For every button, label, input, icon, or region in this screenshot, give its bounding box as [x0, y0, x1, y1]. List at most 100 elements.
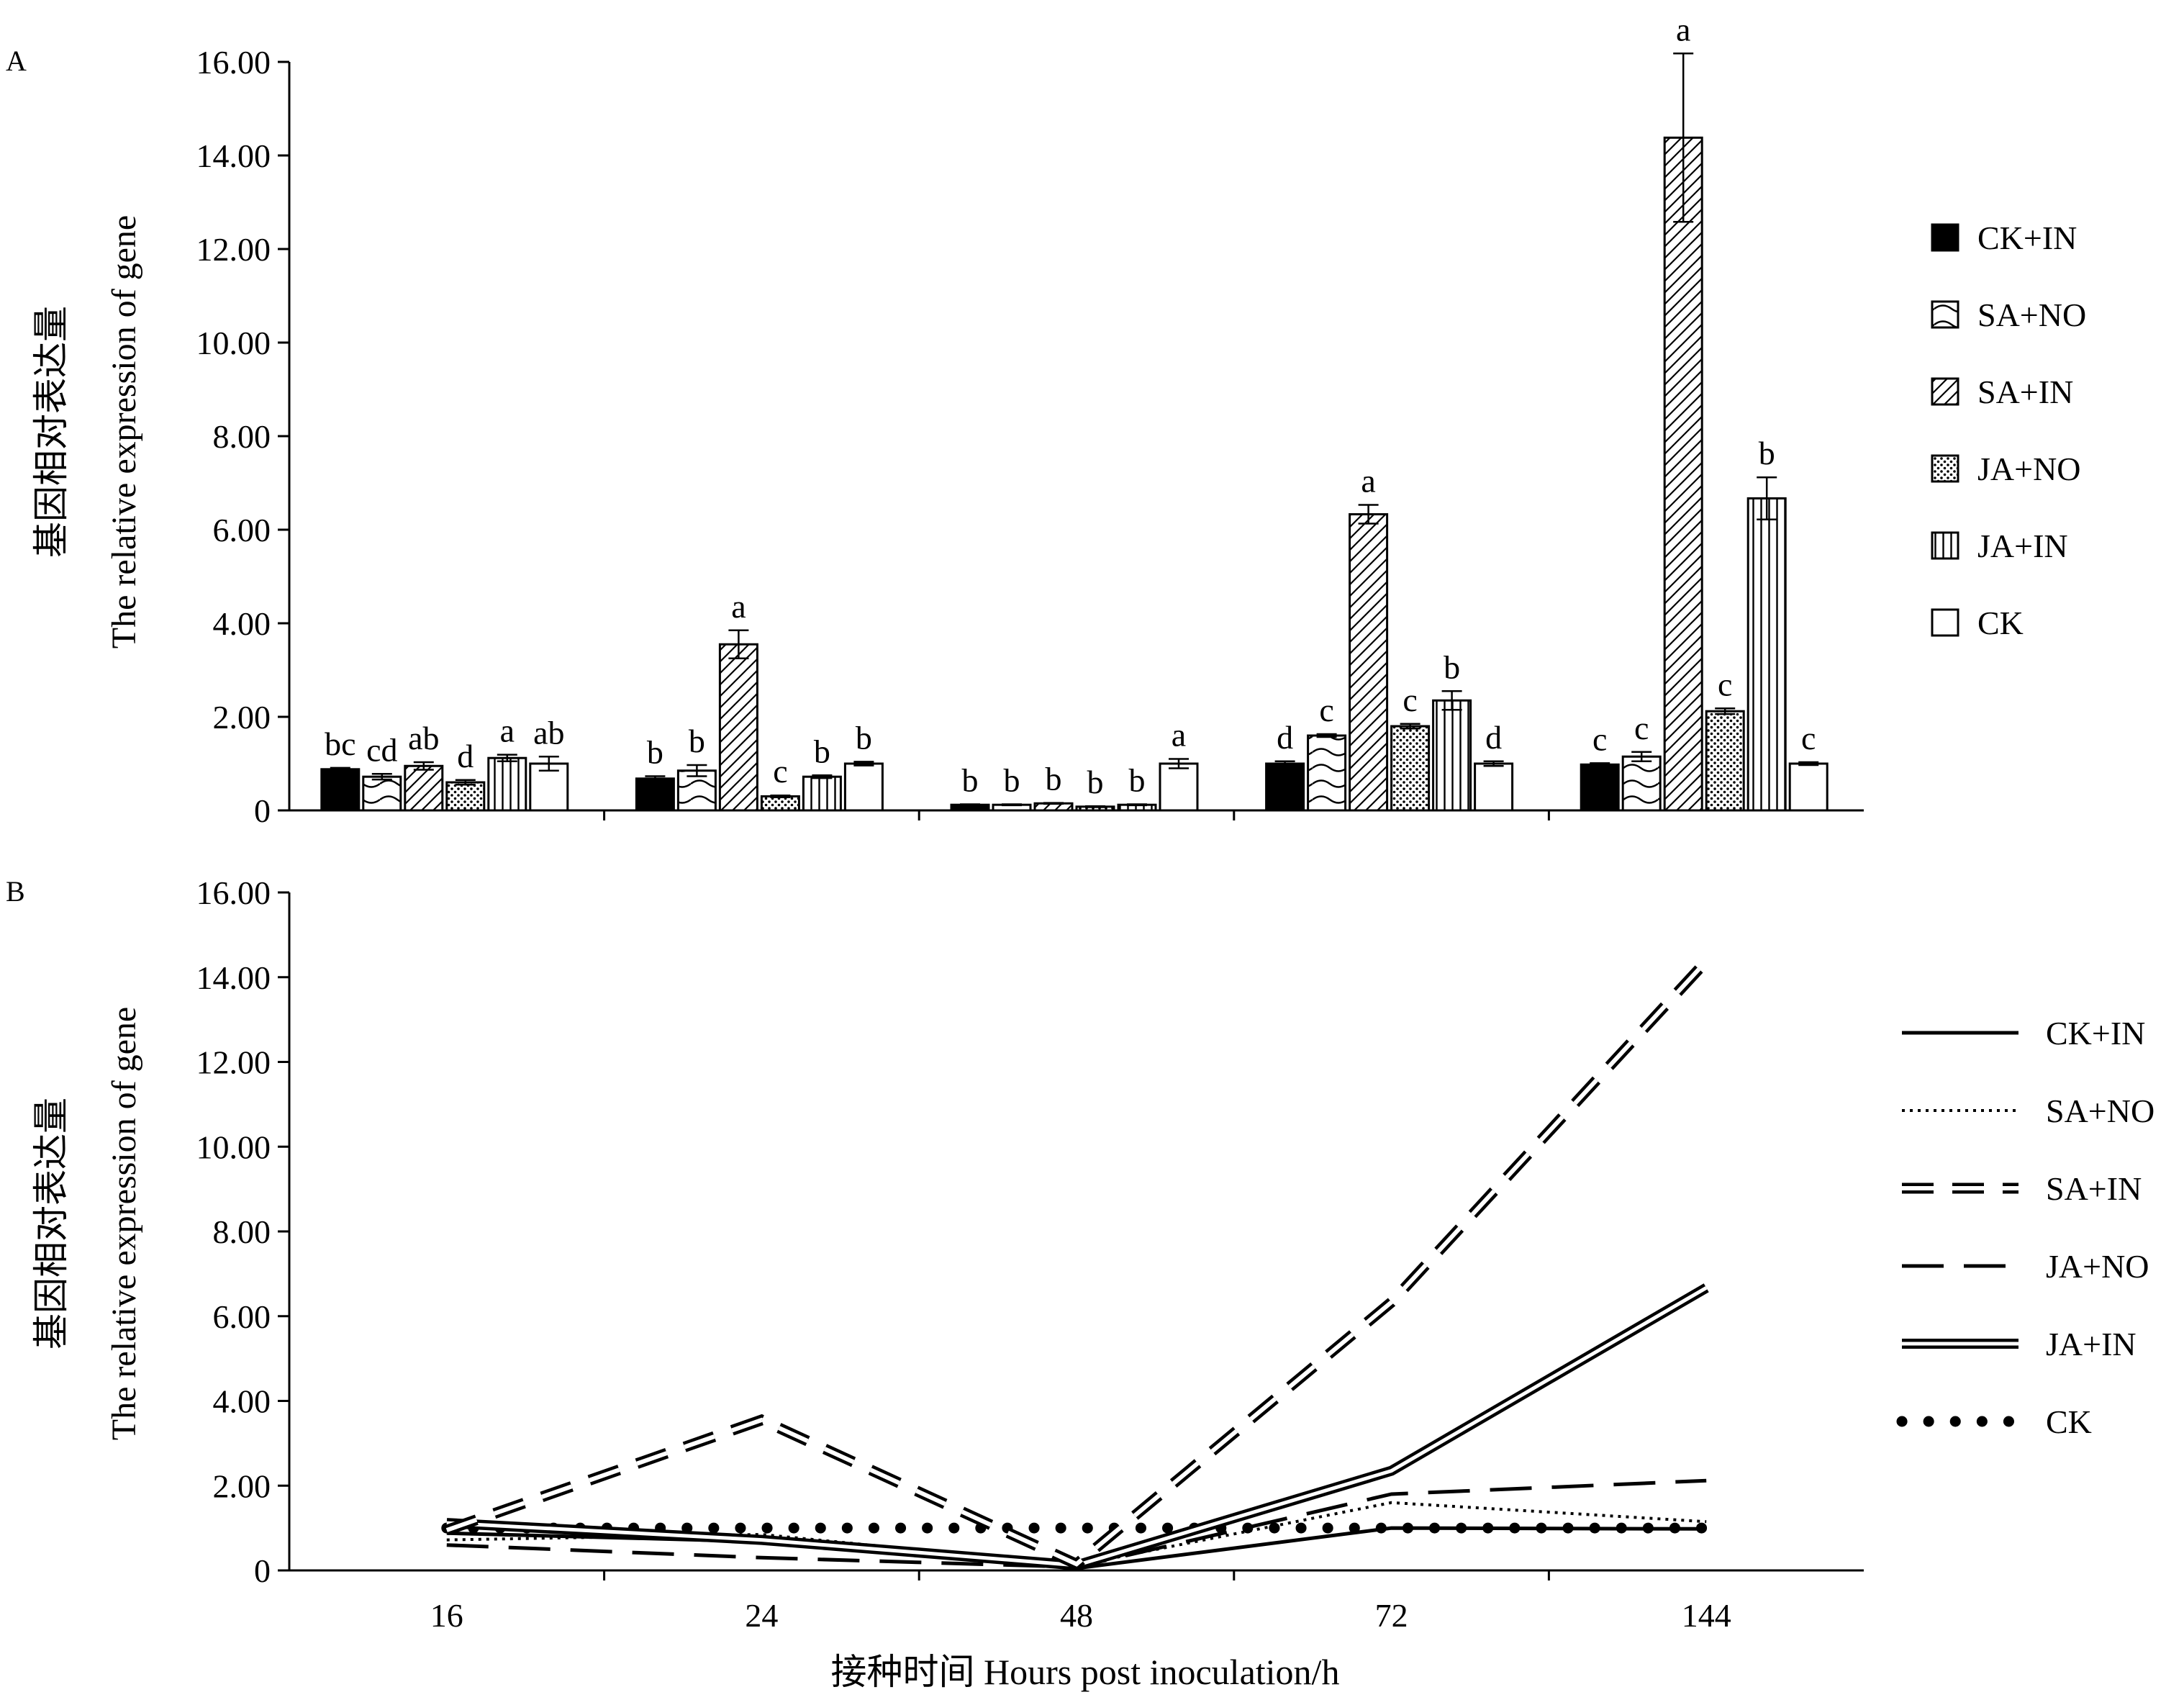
series-line [445, 957, 1711, 1570]
legend-label: CK+IN [2046, 1015, 2145, 1052]
line-chart-xlabel: 接种时间 Hours post inoculation/h [831, 1652, 1340, 1692]
line-chart-legend: CK+IN SA+NO SA+IN JA+NO JA+IN CK [1896, 1015, 2154, 1440]
line-chart-x-tick-label: 48 [1060, 1597, 1093, 1634]
significance-letter: b [1444, 648, 1460, 685]
line-chart-ylabel-en: The relative expression of gene [105, 1007, 143, 1440]
significance-letter: b [1046, 761, 1062, 797]
line-chart-y-tick-label: 8.00 [213, 1213, 271, 1250]
legend-swatch [1931, 223, 1959, 252]
bar [635, 777, 675, 812]
legend-label: JA+NO [2046, 1248, 2149, 1285]
bar [760, 795, 800, 812]
legend-label: JA+IN [1977, 528, 2068, 564]
significance-letter: cd [366, 731, 397, 768]
line-chart-lines [441, 957, 1712, 1570]
legend-label: SA+NO [1977, 297, 2086, 333]
bar [487, 756, 527, 812]
bar-chart-ylabel-en: The relative expression of gene [105, 215, 143, 648]
bar [1621, 755, 1662, 812]
bar [1580, 763, 1620, 812]
bar [1349, 513, 1389, 812]
line-chart-y-tick-label: 12.00 [196, 1044, 271, 1081]
bar [1390, 725, 1431, 812]
significance-letter: ab [408, 720, 439, 756]
significance-letter: c [1718, 666, 1732, 702]
legend-label: JA+IN [2046, 1326, 2137, 1362]
bar [718, 643, 758, 812]
bar [1307, 734, 1347, 812]
bar [362, 775, 402, 812]
significance-letter: b [814, 733, 830, 769]
line-chart-y-tick-label: 4.00 [213, 1383, 271, 1420]
significance-letter: b [647, 734, 663, 771]
legend-label: SA+NO [2046, 1093, 2154, 1129]
bar [1663, 136, 1703, 812]
significance-letter: b [689, 723, 705, 759]
significance-letter: c [1592, 720, 1607, 757]
line-chart-panel-b: 0 2.00 4.00 6.00 8.00 10.00 12.00 14.00 16.00 16… [31, 874, 2154, 1692]
bar [445, 781, 486, 812]
legend-label: CK [1977, 605, 2024, 641]
bar [1705, 710, 1745, 812]
bar [843, 762, 884, 812]
significance-letter: b [856, 719, 872, 756]
significance-letter: c [1801, 720, 1816, 756]
line-chart-x-ticks: 16 24 48 72 144 [430, 1597, 1731, 1634]
significance-letter: b [1129, 762, 1146, 799]
bar [1432, 699, 1472, 812]
bar-chart-y-tick-label: 4.00 [213, 605, 271, 642]
legend-swatch [1931, 377, 1959, 406]
significance-letter: b [962, 762, 979, 799]
bar-chart-legend: CK+IN SA+NO SA+IN JA+NO JA+IN CK [1931, 220, 2086, 641]
line-chart-x-tick-label: 16 [430, 1597, 463, 1634]
bar-chart-y-tick-label: 6.00 [213, 512, 271, 548]
significance-letter: c [1634, 710, 1649, 746]
significance-letter: c [1319, 692, 1333, 728]
legend-label: JA+NO [1977, 451, 2081, 487]
significance-letter: a [731, 588, 746, 625]
line-chart-axes [288, 892, 1864, 1580]
legend-swatch [1931, 454, 1959, 483]
significance-letter: b [1004, 762, 1020, 799]
bar-chart-ylabel-cn: 基因相对表达量 [31, 306, 71, 558]
bar-chart-y-tick-label: 16.00 [196, 44, 271, 81]
bar [320, 768, 361, 812]
bar-chart-y-tick-label: 10.00 [196, 325, 271, 361]
line-chart-x-tick-label: 144 [1682, 1597, 1731, 1634]
bar [1265, 762, 1305, 812]
line-path-inner [445, 959, 1708, 1567]
bar [1159, 762, 1199, 812]
bar [802, 775, 842, 812]
line-chart-ylabel-cn: 基因相对表达量 [31, 1098, 71, 1349]
line-path [445, 957, 1711, 1570]
significance-letter: bc [325, 725, 355, 762]
bar [1474, 762, 1514, 812]
line-chart-x-tick-label: 72 [1375, 1597, 1408, 1634]
bar-chart-axes [288, 62, 1864, 820]
line-chart-y-tick-label: 14.00 [196, 959, 271, 996]
panel-label-b: B [6, 875, 25, 908]
bar-chart-y-tick-label: 12.00 [196, 231, 271, 268]
bar-chart-y-tick-label: 0 [254, 792, 271, 829]
significance-letter: a [500, 713, 515, 749]
panel-label-a: A [6, 45, 27, 77]
line-chart-x-tick-label: 24 [745, 1597, 778, 1634]
significance-letter: c [773, 753, 787, 790]
significance-letter: a [1361, 463, 1375, 499]
significance-letter: d [1277, 719, 1293, 756]
significance-letter: d [1485, 719, 1502, 756]
significance-letter: d [457, 738, 473, 774]
legend-swatch [1931, 300, 1959, 329]
line-chart-y-ticks: 0 2.00 4.00 6.00 8.00 10.00 12.00 14.00 16.00 [196, 874, 289, 1589]
bar-chart-y-tick-label: 2.00 [213, 699, 271, 736]
legend-label: SA+IN [1977, 374, 2073, 410]
significance-letter: a [1676, 11, 1690, 48]
line-chart-y-tick-label: 10.00 [196, 1129, 271, 1165]
bar-chart-y-tick-label: 14.00 [196, 137, 271, 174]
line-chart-y-tick-label: 6.00 [213, 1298, 271, 1335]
legend-label: SA+IN [2046, 1170, 2142, 1207]
bar [404, 764, 444, 812]
